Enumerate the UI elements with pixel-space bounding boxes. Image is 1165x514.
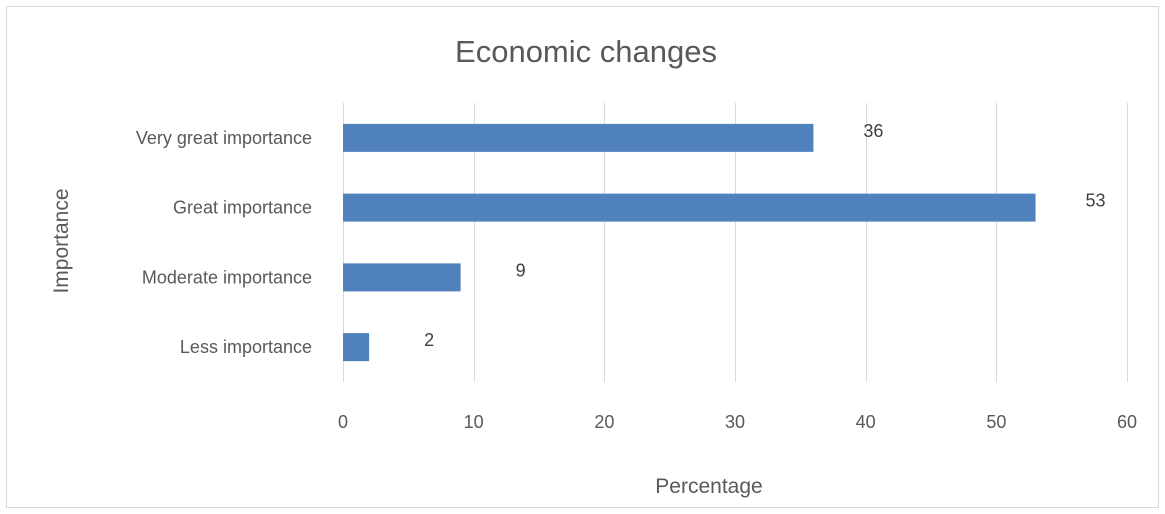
x-tick-label: 50 [986,412,1006,432]
x-tick-labels: 0 10 20 30 40 50 60 [338,412,1137,432]
x-tick-label: 40 [856,412,876,432]
category-label: Less importance [180,337,312,357]
bar [343,193,1036,222]
bars [343,123,1036,362]
x-tick-label: 10 [464,412,484,432]
category-label: Great importance [173,198,312,218]
chart-title: Economic changes [455,34,717,69]
data-label: 9 [516,260,526,280]
bar [343,123,814,152]
chart-frame [6,6,1159,508]
data-label: 2 [424,330,434,350]
x-tick-label: 30 [725,412,745,432]
category-label: Moderate importance [142,267,312,287]
data-labels: 36 53 9 2 [424,121,1105,350]
category-labels: Very great importance Great importance Mod… [136,128,312,357]
x-tick-label: 20 [594,412,614,432]
bar [343,333,370,362]
data-label: 36 [863,121,883,141]
y-axis-title: Importance [50,188,73,293]
x-tick-label: 0 [338,412,348,432]
bar [343,263,461,292]
x-tick-label: 60 [1117,412,1137,432]
data-label: 53 [1086,191,1106,211]
category-label: Very great importance [136,128,312,148]
x-axis-title: Percentage [655,475,762,498]
